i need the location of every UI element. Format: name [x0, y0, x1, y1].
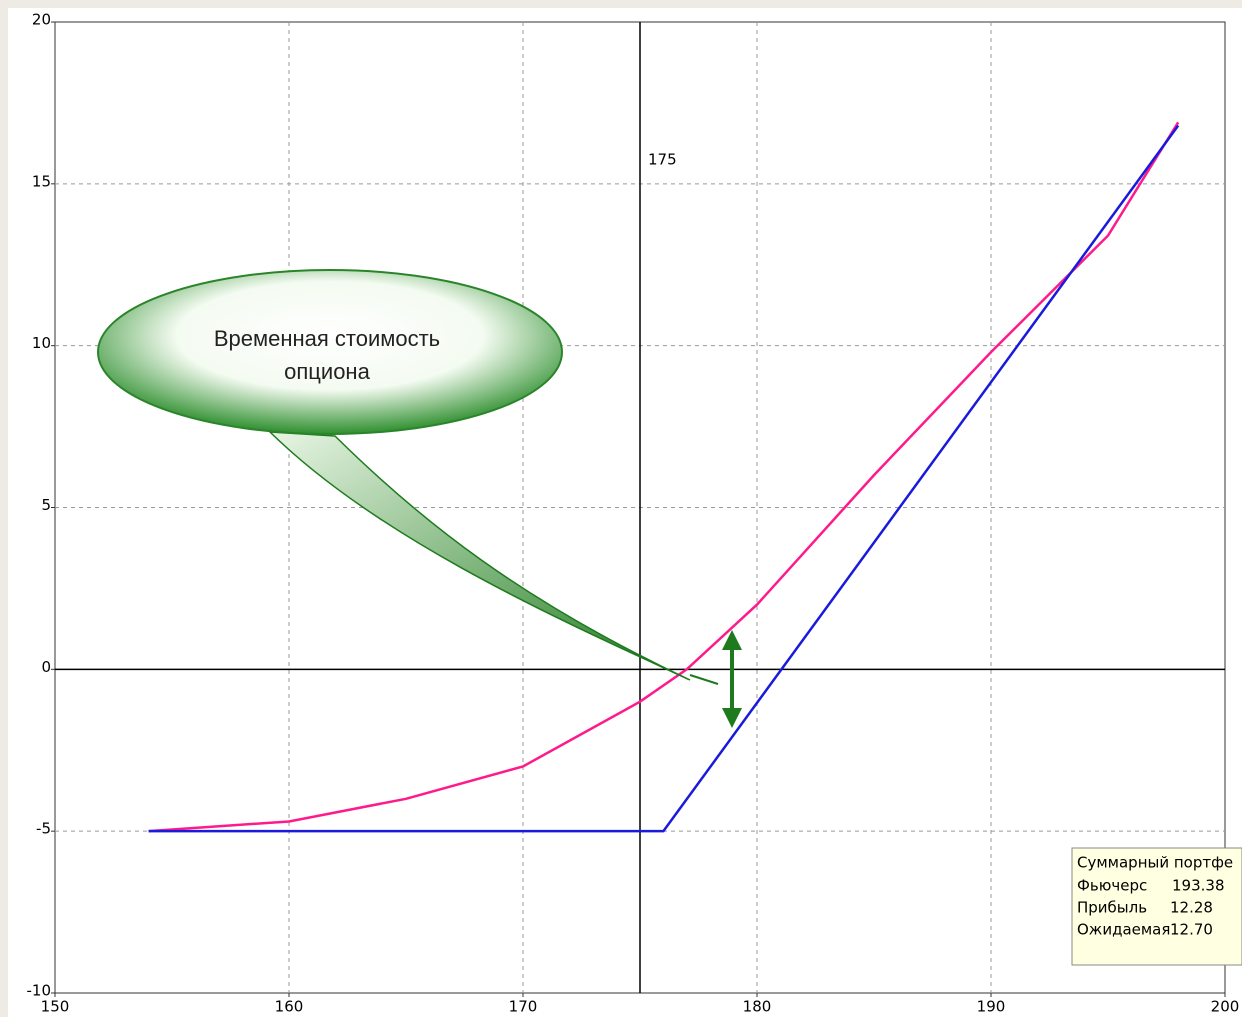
series-line	[148, 121, 1180, 833]
info-title: Суммарный портфе	[1077, 854, 1233, 872]
info-label: Ожидаемая	[1077, 921, 1170, 939]
y-tick-label: 20	[32, 11, 51, 29]
y-tick-label: 0	[41, 658, 51, 676]
info-box-bg	[1071, 847, 1242, 966]
layer: 150 160 170 180 190 200 -10 -5 0 5 10 15 20 175	[27, 11, 1240, 1016]
info-box: Суммарный портфе Фьючерс 193.38 Прибыль …	[1071, 847, 1242, 966]
y-tick-label: -5	[36, 820, 51, 838]
series-line	[148, 124, 1180, 833]
y-tick-label: 5	[41, 496, 51, 514]
x-tick-label: 200	[1211, 998, 1240, 1016]
x-tick-label: 180	[743, 998, 772, 1016]
y-tick-label: 15	[32, 172, 51, 190]
arrow-head	[722, 708, 742, 728]
callout-bubble	[97, 269, 563, 435]
gap-arrow	[722, 630, 742, 728]
callout-pointer	[689, 674, 719, 685]
x-tick-label: 150	[41, 998, 70, 1016]
callout-text: опциона	[284, 359, 370, 384]
info-value: 193.38	[1172, 877, 1225, 895]
x-tick-label: 170	[509, 998, 538, 1016]
x-tick-label: 190	[977, 998, 1006, 1016]
info-label: Фьючерс	[1077, 877, 1147, 895]
y-tick-label: -10	[27, 982, 52, 1000]
arrow-head	[722, 630, 742, 650]
info-value: 12.70	[1170, 921, 1213, 939]
marker-label: 175	[648, 151, 677, 169]
info-label: Прибыль	[1077, 899, 1147, 917]
info-value: 12.28	[1170, 899, 1213, 917]
callout-text: Временная стоимость	[214, 326, 440, 351]
callout: Временная стоимость опциона	[97, 269, 719, 685]
y-tick-label: 10	[32, 334, 51, 352]
x-tick-label: 160	[275, 998, 304, 1016]
callout-tail	[268, 431, 691, 681]
